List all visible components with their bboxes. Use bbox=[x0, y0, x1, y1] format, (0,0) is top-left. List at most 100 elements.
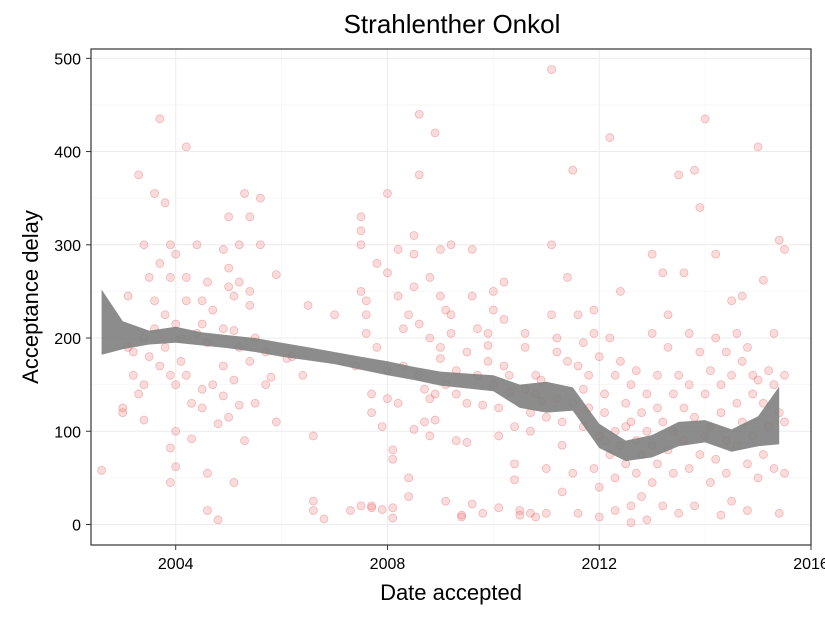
data-point bbox=[420, 417, 429, 427]
data-point bbox=[690, 412, 699, 422]
data-point bbox=[224, 212, 234, 222]
data-point bbox=[700, 389, 710, 399]
data-point bbox=[711, 454, 721, 464]
data-point bbox=[462, 438, 472, 447]
data-point bbox=[414, 109, 424, 119]
data-point bbox=[409, 231, 419, 240]
data-point bbox=[653, 403, 662, 413]
y-tick-label: 200 bbox=[54, 331, 81, 348]
data-point bbox=[578, 338, 588, 348]
data-point bbox=[684, 464, 694, 473]
data-point bbox=[218, 324, 228, 334]
data-point bbox=[727, 296, 736, 306]
data-point bbox=[203, 506, 212, 515]
data-point bbox=[547, 310, 556, 320]
data-point bbox=[743, 506, 752, 515]
data-point bbox=[753, 375, 763, 385]
data-point bbox=[367, 501, 376, 511]
y-tick-label: 300 bbox=[54, 238, 81, 255]
data-point bbox=[155, 361, 165, 371]
data-point bbox=[621, 398, 631, 408]
data-point bbox=[510, 475, 519, 485]
data-point bbox=[150, 296, 159, 306]
data-point bbox=[171, 380, 181, 390]
data-point bbox=[520, 328, 530, 338]
data-point bbox=[541, 412, 551, 422]
data-point bbox=[467, 245, 477, 254]
data-point bbox=[234, 277, 244, 287]
data-point bbox=[573, 508, 583, 518]
data-point bbox=[605, 133, 615, 142]
data-point bbox=[462, 347, 472, 357]
data-point bbox=[383, 268, 392, 278]
data-point bbox=[716, 380, 726, 390]
data-point bbox=[716, 408, 726, 418]
data-point bbox=[510, 459, 519, 469]
data-point bbox=[684, 328, 694, 338]
data-point bbox=[653, 370, 662, 380]
data-point bbox=[224, 263, 234, 273]
data-point bbox=[520, 342, 530, 352]
data-point bbox=[330, 310, 339, 320]
data-point bbox=[621, 422, 631, 431]
data-point bbox=[748, 370, 758, 380]
data-point bbox=[181, 296, 191, 306]
data-point bbox=[155, 259, 165, 268]
data-point bbox=[446, 328, 456, 338]
data-point bbox=[271, 270, 281, 280]
data-point bbox=[393, 291, 403, 301]
y-tick-label: 0 bbox=[72, 517, 81, 534]
data-point bbox=[197, 403, 207, 413]
data-point bbox=[642, 389, 652, 399]
data-point bbox=[425, 273, 435, 282]
data-point bbox=[584, 370, 594, 380]
data-point bbox=[706, 366, 715, 376]
data-point bbox=[695, 450, 705, 459]
data-point bbox=[769, 464, 779, 473]
data-point bbox=[356, 226, 366, 236]
data-point bbox=[367, 503, 376, 513]
data-point bbox=[441, 305, 451, 315]
data-point bbox=[166, 273, 175, 282]
data-point bbox=[483, 328, 493, 338]
data-point bbox=[245, 356, 255, 366]
data-point bbox=[446, 310, 456, 320]
data-point bbox=[218, 245, 228, 254]
data-point bbox=[414, 319, 424, 329]
major-grid bbox=[91, 49, 811, 545]
data-point bbox=[176, 356, 186, 366]
data-point bbox=[361, 328, 371, 338]
data-point bbox=[436, 342, 445, 352]
data-point bbox=[600, 408, 609, 418]
data-point bbox=[234, 400, 244, 410]
data-point bbox=[552, 347, 562, 357]
data-point bbox=[197, 296, 207, 306]
data-point bbox=[266, 372, 276, 382]
data-point bbox=[552, 333, 562, 343]
data-point bbox=[578, 384, 588, 394]
data-point bbox=[457, 510, 466, 520]
data-point bbox=[531, 370, 541, 380]
data-point bbox=[594, 512, 604, 522]
data-point bbox=[128, 347, 138, 357]
data-point bbox=[510, 422, 519, 431]
data-point bbox=[600, 389, 609, 399]
data-point bbox=[134, 170, 144, 180]
data-point bbox=[144, 352, 154, 362]
data-point bbox=[256, 193, 265, 203]
data-point bbox=[436, 245, 445, 254]
plot-panel-border bbox=[90, 48, 812, 546]
data-point bbox=[494, 431, 504, 441]
data-point bbox=[97, 466, 106, 475]
data-point bbox=[224, 282, 234, 292]
data-point bbox=[473, 324, 482, 334]
data-point bbox=[430, 128, 440, 138]
data-point bbox=[256, 240, 265, 250]
data-point bbox=[748, 389, 758, 399]
data-point bbox=[721, 347, 731, 357]
data-point bbox=[234, 240, 244, 250]
x-tick-label: 2004 bbox=[158, 556, 194, 573]
data-point bbox=[711, 333, 721, 343]
data-point bbox=[727, 496, 736, 506]
